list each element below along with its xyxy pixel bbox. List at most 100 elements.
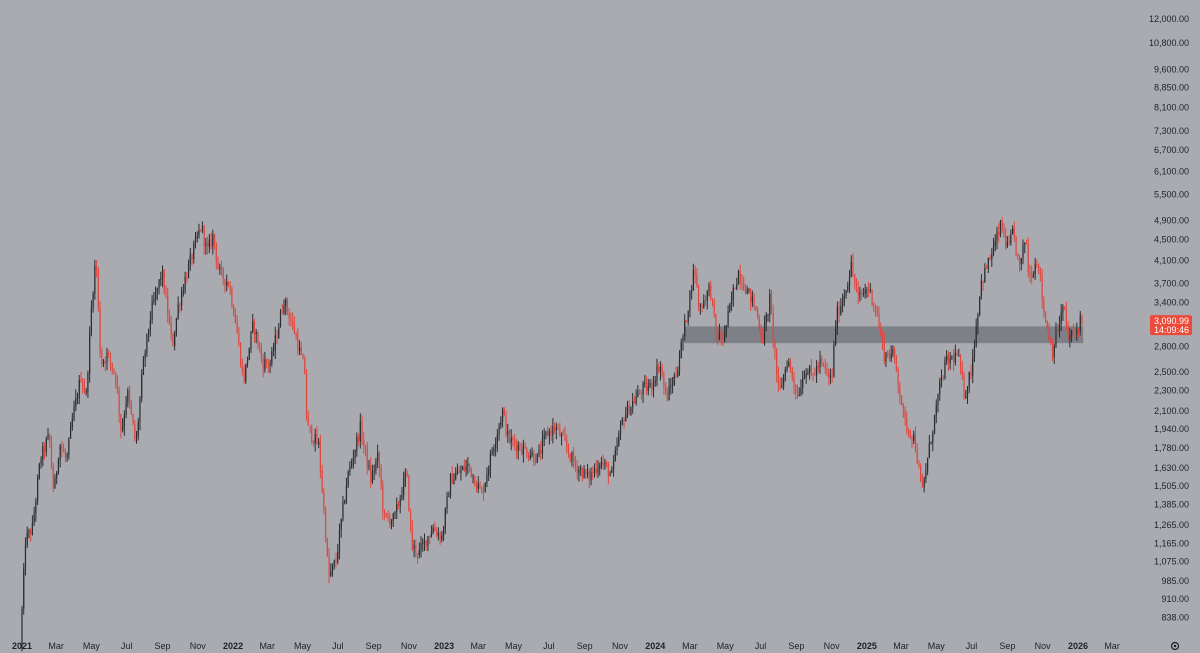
candle-body	[722, 338, 724, 341]
candle-body	[996, 231, 998, 241]
candle-body	[349, 466, 351, 473]
x-tick-label: Mar	[682, 641, 698, 651]
x-axis[interactable]: 2021 Mar May Jul Sep Nov 2022 Mar May Jul Sep Nov 20…	[12, 641, 1120, 651]
candle-body	[174, 333, 176, 347]
y-tick-label: 1,505.00	[1154, 481, 1189, 491]
y-tick-label: 1,265.00	[1154, 520, 1189, 530]
candle-body	[725, 325, 727, 330]
candle-body	[984, 267, 986, 283]
candle-body	[970, 372, 972, 376]
candle-body	[128, 389, 131, 403]
candle-body	[885, 352, 887, 362]
candle-body	[493, 448, 495, 452]
candle-body	[527, 456, 530, 458]
candle-body	[1074, 332, 1076, 334]
candle-body	[652, 382, 655, 390]
candle-body	[467, 463, 469, 467]
candle-body	[873, 304, 875, 306]
candle-body	[868, 289, 870, 291]
candle-body	[205, 243, 207, 246]
candle-body	[491, 451, 493, 454]
y-axis[interactable]: 838.00 910.00 985.00 1,075.00 1,165.00 1,265.…	[1149, 14, 1189, 622]
candle-body	[1069, 336, 1071, 340]
candle-body	[630, 406, 632, 415]
candle-body	[255, 332, 257, 335]
y-tick-label: 1,630.00	[1154, 463, 1189, 473]
candle-body	[954, 352, 956, 363]
candle-body	[172, 333, 174, 347]
candle-body	[680, 341, 682, 359]
settings-icon[interactable]	[1170, 641, 1180, 651]
candle-body	[397, 504, 400, 506]
candle-body	[755, 306, 757, 310]
candle-body	[505, 414, 507, 435]
candle-body	[399, 498, 401, 506]
candle-body	[470, 467, 472, 477]
x-tick-label: Sep	[155, 641, 171, 651]
candle-body	[637, 391, 639, 397]
candle-body	[803, 377, 806, 379]
candle-body	[153, 299, 155, 303]
candle-body	[186, 277, 188, 279]
candle-body	[130, 402, 132, 414]
candle-body	[337, 551, 339, 562]
candle-body	[791, 367, 793, 378]
candle-body	[1008, 241, 1010, 244]
candle-body	[979, 296, 981, 316]
candle-body	[1041, 275, 1043, 301]
candle-body	[829, 375, 832, 378]
candle-body	[304, 359, 306, 374]
candle-body	[977, 315, 979, 326]
candle-body	[727, 311, 729, 326]
candle-body	[200, 230, 202, 232]
candle-body	[253, 321, 256, 335]
candle-body	[578, 469, 580, 474]
candle-body	[980, 280, 982, 297]
candle-body	[1050, 340, 1052, 342]
candle-body	[495, 443, 497, 449]
candle-body	[763, 324, 766, 344]
x-tick-label: May	[717, 641, 735, 651]
y-tick-label: 2,300.00	[1154, 386, 1189, 396]
x-tick-label: Nov	[1035, 641, 1052, 651]
candle-body	[703, 300, 705, 308]
candle-body	[345, 485, 348, 501]
candle-body	[947, 355, 950, 364]
candle-body	[843, 295, 845, 303]
candle-body	[736, 284, 738, 289]
x-tick-label: Mar	[1104, 641, 1120, 651]
candle-body	[1031, 274, 1033, 278]
x-tick-label: Sep	[788, 641, 804, 651]
candle-body	[706, 290, 708, 302]
candle-body	[122, 426, 124, 431]
candle-body	[918, 462, 920, 467]
candle-body	[900, 395, 903, 406]
candle-body	[940, 377, 943, 382]
candle-body	[331, 564, 334, 571]
candle-body	[632, 401, 634, 407]
y-tick-label: 2,800.00	[1154, 341, 1189, 351]
candle-body	[670, 385, 672, 387]
candle-body	[500, 421, 502, 426]
candle-body	[600, 461, 603, 467]
candle-body	[168, 315, 171, 324]
candle-body	[352, 457, 354, 463]
candle-body	[953, 356, 955, 363]
countdown-label: 14:09:46	[1154, 325, 1189, 335]
candle-body	[793, 377, 795, 386]
candle-body	[76, 397, 79, 399]
candle-body	[45, 439, 47, 452]
x-tick-label: Mar	[259, 641, 275, 651]
candle-body	[224, 278, 226, 286]
candle-body	[704, 300, 707, 302]
candle-body	[817, 366, 819, 368]
y-tick-label: 2,500.00	[1154, 367, 1189, 377]
candle-body	[390, 520, 393, 525]
candle-body	[456, 471, 459, 475]
candle-body	[628, 404, 630, 415]
candle-body	[330, 570, 332, 576]
candle-body	[404, 472, 407, 479]
candle-body	[323, 491, 325, 510]
candle-body	[222, 268, 224, 279]
